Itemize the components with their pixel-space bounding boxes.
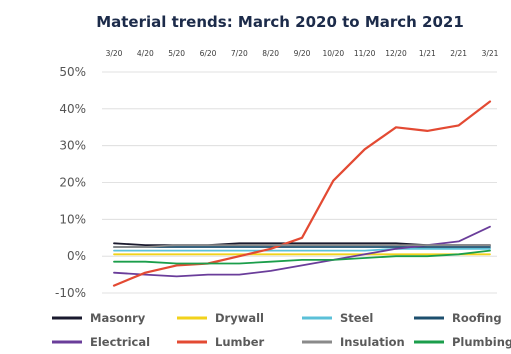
series-lines — [112, 100, 492, 287]
y-tick-label: 50% — [59, 65, 86, 79]
y-tick-label: 10% — [59, 212, 86, 226]
chart-title: Material trends: March 2020 to March 202… — [96, 13, 464, 31]
y-tick-label: 0% — [67, 249, 86, 263]
x-tick-label: 10/20 — [323, 49, 345, 58]
legend-label-masonry: Masonry — [90, 311, 146, 325]
x-axis-ticks: 3/20 4/20 5/20 6/20 7/20 8/20 9/20 10/20 11/20 12… — [106, 49, 499, 58]
legend-label-roofing: Roofing — [452, 311, 502, 325]
x-tick-label: 5/20 — [168, 49, 185, 58]
y-axis-ticks: 50% 40% 30% 20% 10% 0% -10% — [55, 65, 86, 300]
legend-label-plumbing: Plumbing — [452, 335, 511, 349]
grid-lines — [102, 71, 497, 294]
series-line-plumbing — [113, 249, 491, 265]
x-tick-label: 12/20 — [385, 49, 407, 58]
legend-label-drywall: Drywall — [215, 311, 264, 325]
legend-label-insulation: Insulation — [340, 335, 405, 349]
x-tick-label: 2/21 — [450, 49, 467, 58]
y-tick-label: 20% — [59, 176, 86, 190]
x-tick-label: 6/20 — [200, 49, 217, 58]
y-tick-label: 30% — [59, 139, 86, 153]
y-tick-label: 40% — [59, 102, 86, 116]
x-tick-label: 4/20 — [137, 49, 154, 58]
x-tick-label: 3/20 — [106, 49, 123, 58]
series-line-insulation — [113, 244, 491, 248]
legend: Masonry Drywall Steel Roofing Electrical Lumb… — [52, 311, 511, 349]
series-line-steel — [113, 247, 491, 252]
legend-label-electrical: Electrical — [90, 335, 150, 349]
x-tick-label: 3/21 — [482, 49, 499, 58]
series-line-lumber — [112, 100, 492, 287]
x-tick-label: 7/20 — [231, 49, 248, 58]
legend-label-steel: Steel — [340, 311, 373, 325]
x-tick-label: 8/20 — [262, 49, 279, 58]
series-line-electrical — [113, 225, 491, 278]
x-tick-label: 11/20 — [354, 49, 376, 58]
legend-label-lumber: Lumber — [215, 335, 265, 349]
x-tick-label: 1/21 — [419, 49, 436, 58]
x-tick-label: 9/20 — [294, 49, 311, 58]
y-tick-label: -10% — [55, 286, 86, 300]
